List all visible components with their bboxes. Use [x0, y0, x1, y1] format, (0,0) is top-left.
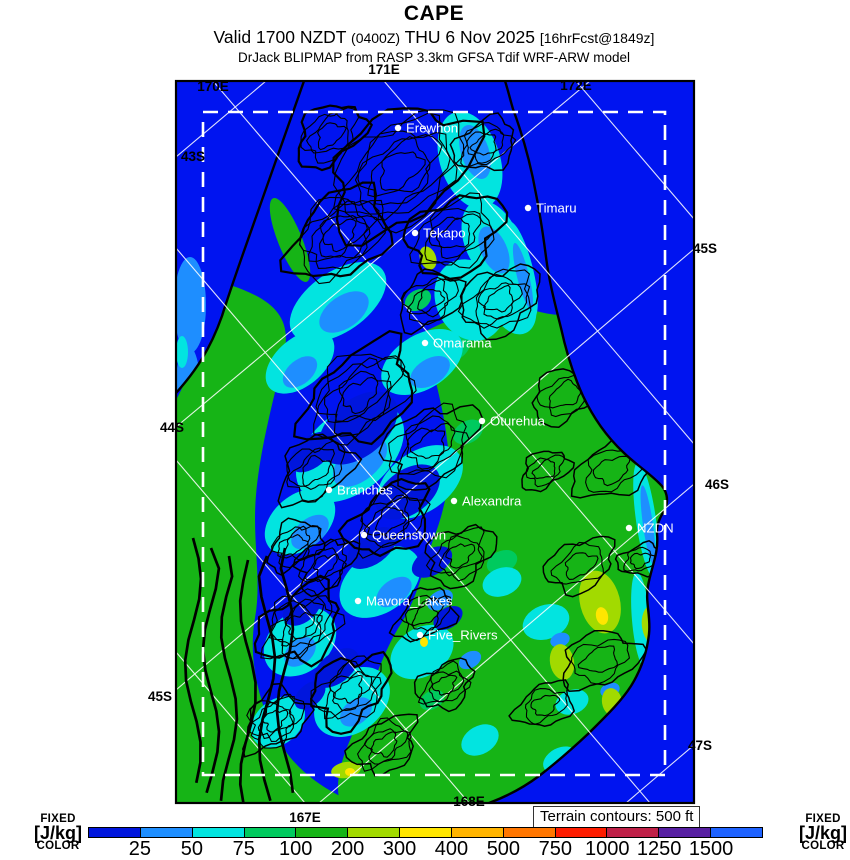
- site-label-oturehua: Oturehua: [490, 414, 546, 429]
- grid-label-170e: 170E: [197, 79, 229, 94]
- site-dot-alexandra: [450, 497, 458, 505]
- grid-label-45s: 45S: [693, 241, 717, 256]
- site-label-omarama: Omarama: [433, 336, 492, 351]
- grid-label-172e: 172E: [560, 78, 592, 93]
- color-scale-segment-12: [711, 828, 762, 837]
- map-frame: [174, 79, 696, 805]
- site-label-five_rivers: Five_Rivers: [428, 628, 498, 643]
- site-label-alexandra: Alexandra: [462, 494, 522, 509]
- grid-label-47s: 47S: [688, 738, 712, 753]
- valid-line: Valid 1700 NZDT (0400Z) THU 6 Nov 2025 […: [9, 27, 850, 48]
- map-body: Erewhon Timaru Tekapo Omarama Oturehua Branch…: [176, 81, 694, 803]
- site-dot-omarama: [421, 339, 429, 347]
- color-scale-segment-6: [400, 828, 452, 837]
- site-label-mavora_lakes: Mavora_Lakes: [366, 594, 453, 609]
- color-scale-segment-11: [659, 828, 712, 837]
- title-block: CAPE Valid 1700 NZDT (0400Z) THU 6 Nov 2…: [9, 2, 850, 65]
- unit-label: [J/kg]: [33, 823, 82, 843]
- color-scale-segment-1: [140, 828, 193, 837]
- grid-label-45s: 45S: [148, 689, 172, 704]
- valid-prefix: Valid 1700 NZDT: [213, 27, 347, 47]
- color-scale-value: 200: [330, 838, 365, 860]
- color-scale-value: 750: [538, 838, 572, 860]
- color-scale-segment-4: [296, 828, 349, 837]
- forecast-tag: [16hrFcst@1849z]: [539, 30, 655, 46]
- grid-label-44s: 44S: [160, 420, 184, 435]
- color-scale-value: 400: [434, 838, 469, 860]
- grid-label-171e: 171E: [368, 62, 400, 77]
- color-scale-value: 75: [232, 838, 255, 860]
- site-dot-branches: [325, 486, 333, 494]
- site-dot-timaru: [524, 204, 532, 212]
- site-dot-five_rivers: [416, 631, 424, 639]
- terrain-contours-note: Terrain contours: 500 ft: [533, 806, 701, 828]
- site-dot-oturehua: [478, 417, 486, 425]
- site-label-timaru: Timaru: [536, 201, 577, 216]
- color-scale-value: 500: [486, 838, 521, 860]
- fixed-label: FIXED: [805, 813, 841, 825]
- color-scale-value: 300: [382, 838, 417, 860]
- site-label-tekapo: Tekapo: [423, 226, 466, 241]
- colorbar-unit-right: FIXED [J/kg] COLOR: [792, 813, 850, 852]
- model-domain-boundary: [201, 110, 667, 777]
- site-label-branches: Branches: [337, 483, 393, 498]
- color-scale-segment-3: [244, 828, 297, 837]
- color-scale-segment-10: [607, 828, 660, 837]
- grid-labels: 170E 171E 172E 43S 44S 45S 45S 46S 47S 167E 168E: [148, 62, 729, 825]
- model-line: DrJack BLIPMAP from RASP 3.3km GFSA Tdif…: [237, 50, 631, 65]
- color-scale-value: 1000: [584, 838, 630, 860]
- site-label-nzdn: NZDN: [637, 521, 674, 536]
- color-scale-segment-2: [192, 828, 245, 837]
- site-dot-nzdn: [625, 524, 633, 532]
- color-label: COLOR: [801, 840, 845, 852]
- color-scale-value: 1500: [688, 838, 734, 860]
- colorbar-unit-left: FIXED [J/kg] COLOR: [27, 813, 89, 852]
- color-scale-value: 25: [128, 838, 152, 860]
- site-dot-queenstown: [360, 531, 368, 539]
- color-scale-segment-9: [555, 828, 608, 837]
- site-dot-erewhon: [394, 124, 402, 132]
- site-dot-mavora_lakes: [354, 597, 362, 605]
- grid-label-43s: 43S: [181, 149, 205, 164]
- fixed-label: FIXED: [40, 813, 76, 825]
- grid-label-167e: 167E: [289, 810, 321, 825]
- unit-label: [J/kg]: [798, 823, 847, 843]
- cape-color-scale: [88, 827, 763, 838]
- terrain-contours: [183, 104, 662, 803]
- color-scale-segment-7: [451, 828, 504, 837]
- grid-label-168e: 168E: [453, 794, 485, 809]
- color-scale-value: 50: [180, 838, 203, 860]
- color-scale-segment-0: [89, 828, 141, 837]
- color-scale-segment-5: [348, 828, 401, 837]
- color-scale-value: 1250: [636, 838, 682, 860]
- page-title: CAPE: [403, 2, 465, 25]
- site-dot-tekapo: [411, 229, 419, 237]
- site-label-erewhon: Erewhon: [406, 121, 458, 136]
- site-label-queenstown: Queenstown: [372, 528, 446, 543]
- site-markers: Erewhon Timaru Tekapo Omarama Oturehua Branch…: [325, 121, 674, 643]
- color-scale-value: 100: [279, 838, 313, 860]
- valid-zulu: (0400Z): [351, 30, 401, 46]
- color-scale-segment-8: [503, 828, 556, 837]
- valid-date: THU 6 Nov 2025: [404, 27, 535, 47]
- color-label: COLOR: [36, 840, 80, 852]
- grid-label-46s: 46S: [705, 477, 729, 492]
